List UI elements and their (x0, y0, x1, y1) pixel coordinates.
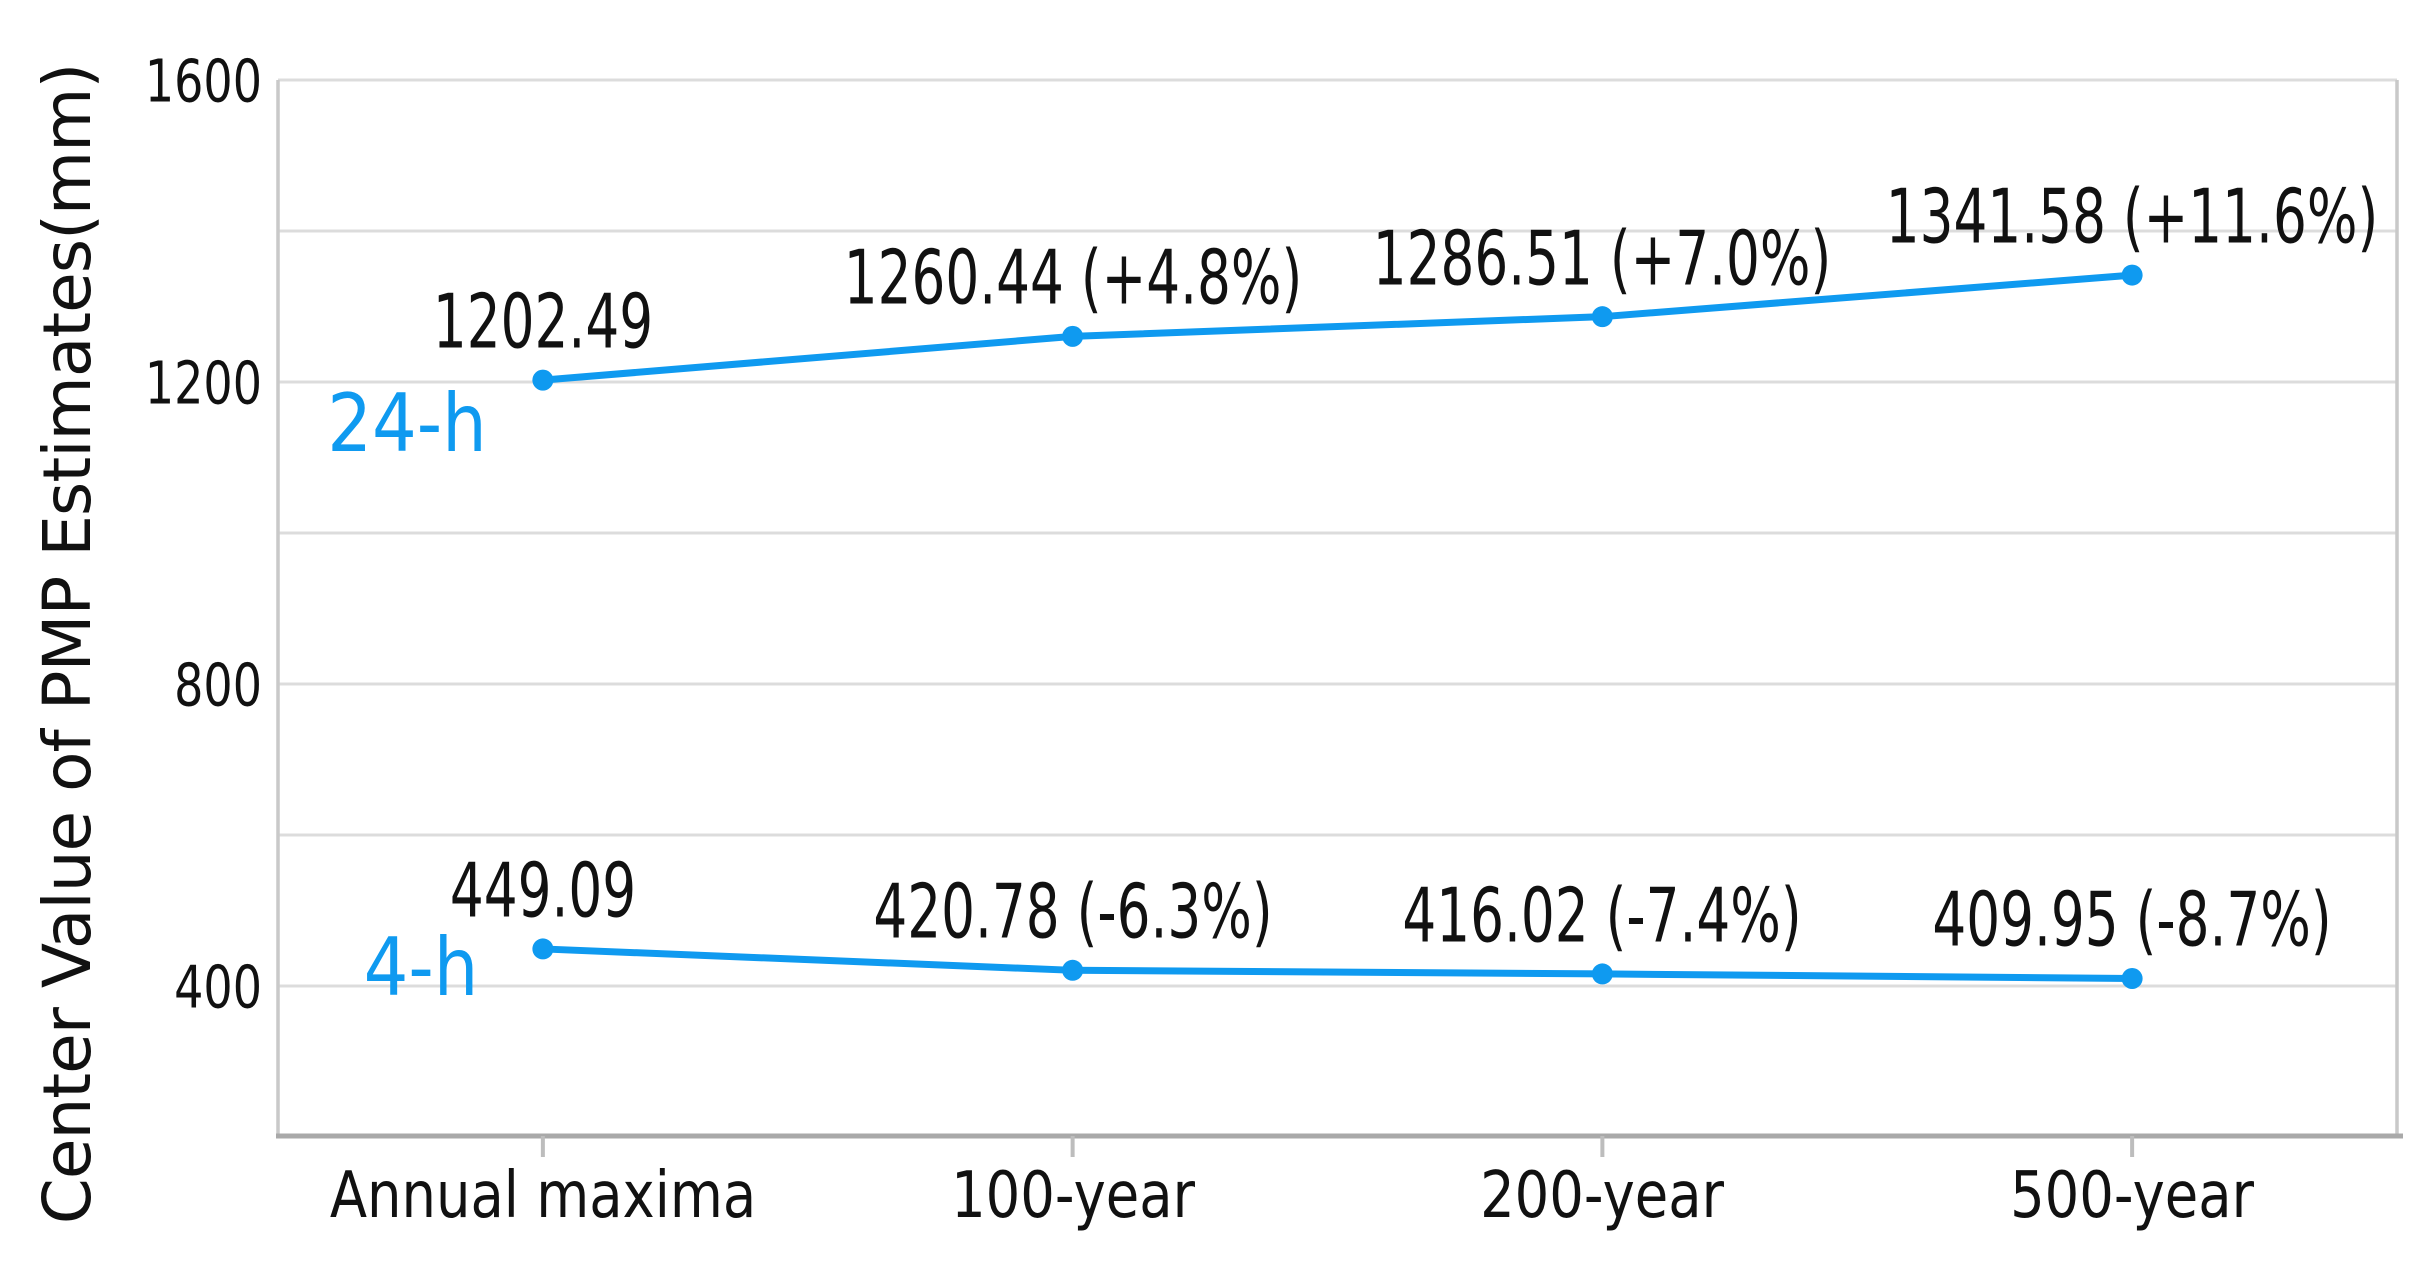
data-label-4-h-annual-maxima: 449.09 (449, 846, 637, 935)
data-point-4-h-100-year (1062, 959, 1084, 981)
y-tick-label-400: 400 (174, 952, 262, 1022)
data-point-24-h-annual-maxima (532, 369, 554, 391)
x-tick-label-500-year: 500-year (2010, 1159, 2255, 1233)
data-label-24-h-annual-maxima: 1202.49 (432, 277, 653, 366)
series-4-h (532, 938, 2143, 989)
data-point-4-h-200-year (1591, 963, 1613, 985)
x-tick-label-annual-maxima: Annual maxima (329, 1159, 757, 1233)
data-label-24-h-100-year: 1260.44 (+4.8%) (843, 233, 1302, 322)
data-label-24-h-200-year: 1286.51 (+7.0%) (1373, 214, 1832, 303)
data-label-4-h-200-year: 416.02 (-7.4%) (1402, 871, 1803, 960)
data-point-24-h-100-year (1062, 325, 1084, 347)
series-24-h (532, 264, 2143, 391)
y-axis-title: Center Value of PMP Estimates(mm) (29, 63, 106, 1225)
data-label-4-h-100-year: 420.78 (-6.3%) (872, 867, 1273, 956)
data-point-24-h-500-year (2121, 264, 2143, 286)
data-point-4-h-500-year (2121, 967, 2143, 989)
x-tick-label-200-year: 200-year (1480, 1159, 1725, 1233)
series-line-4-h (539, 945, 2136, 982)
data-point-4-h-annual-maxima (532, 938, 554, 960)
y-tick-label-800: 800 (174, 650, 262, 720)
series-line-24-h (539, 271, 2136, 384)
series-inline-label-4-h: 4-h (363, 920, 479, 1014)
y-tick-label-1600: 1600 (144, 46, 262, 116)
data-label-4-h-500-year: 409.95 (-8.7%) (1932, 875, 2332, 964)
series-inline-label-24-h: 24-h (327, 377, 487, 471)
y-tick-label-1200: 1200 (144, 348, 262, 418)
data-point-24-h-200-year (1591, 306, 1613, 328)
data-label-24-h-500-year: 1341.58 (+11.6%) (1885, 172, 2379, 261)
x-tick-label-100-year: 100-year (950, 1159, 1195, 1233)
